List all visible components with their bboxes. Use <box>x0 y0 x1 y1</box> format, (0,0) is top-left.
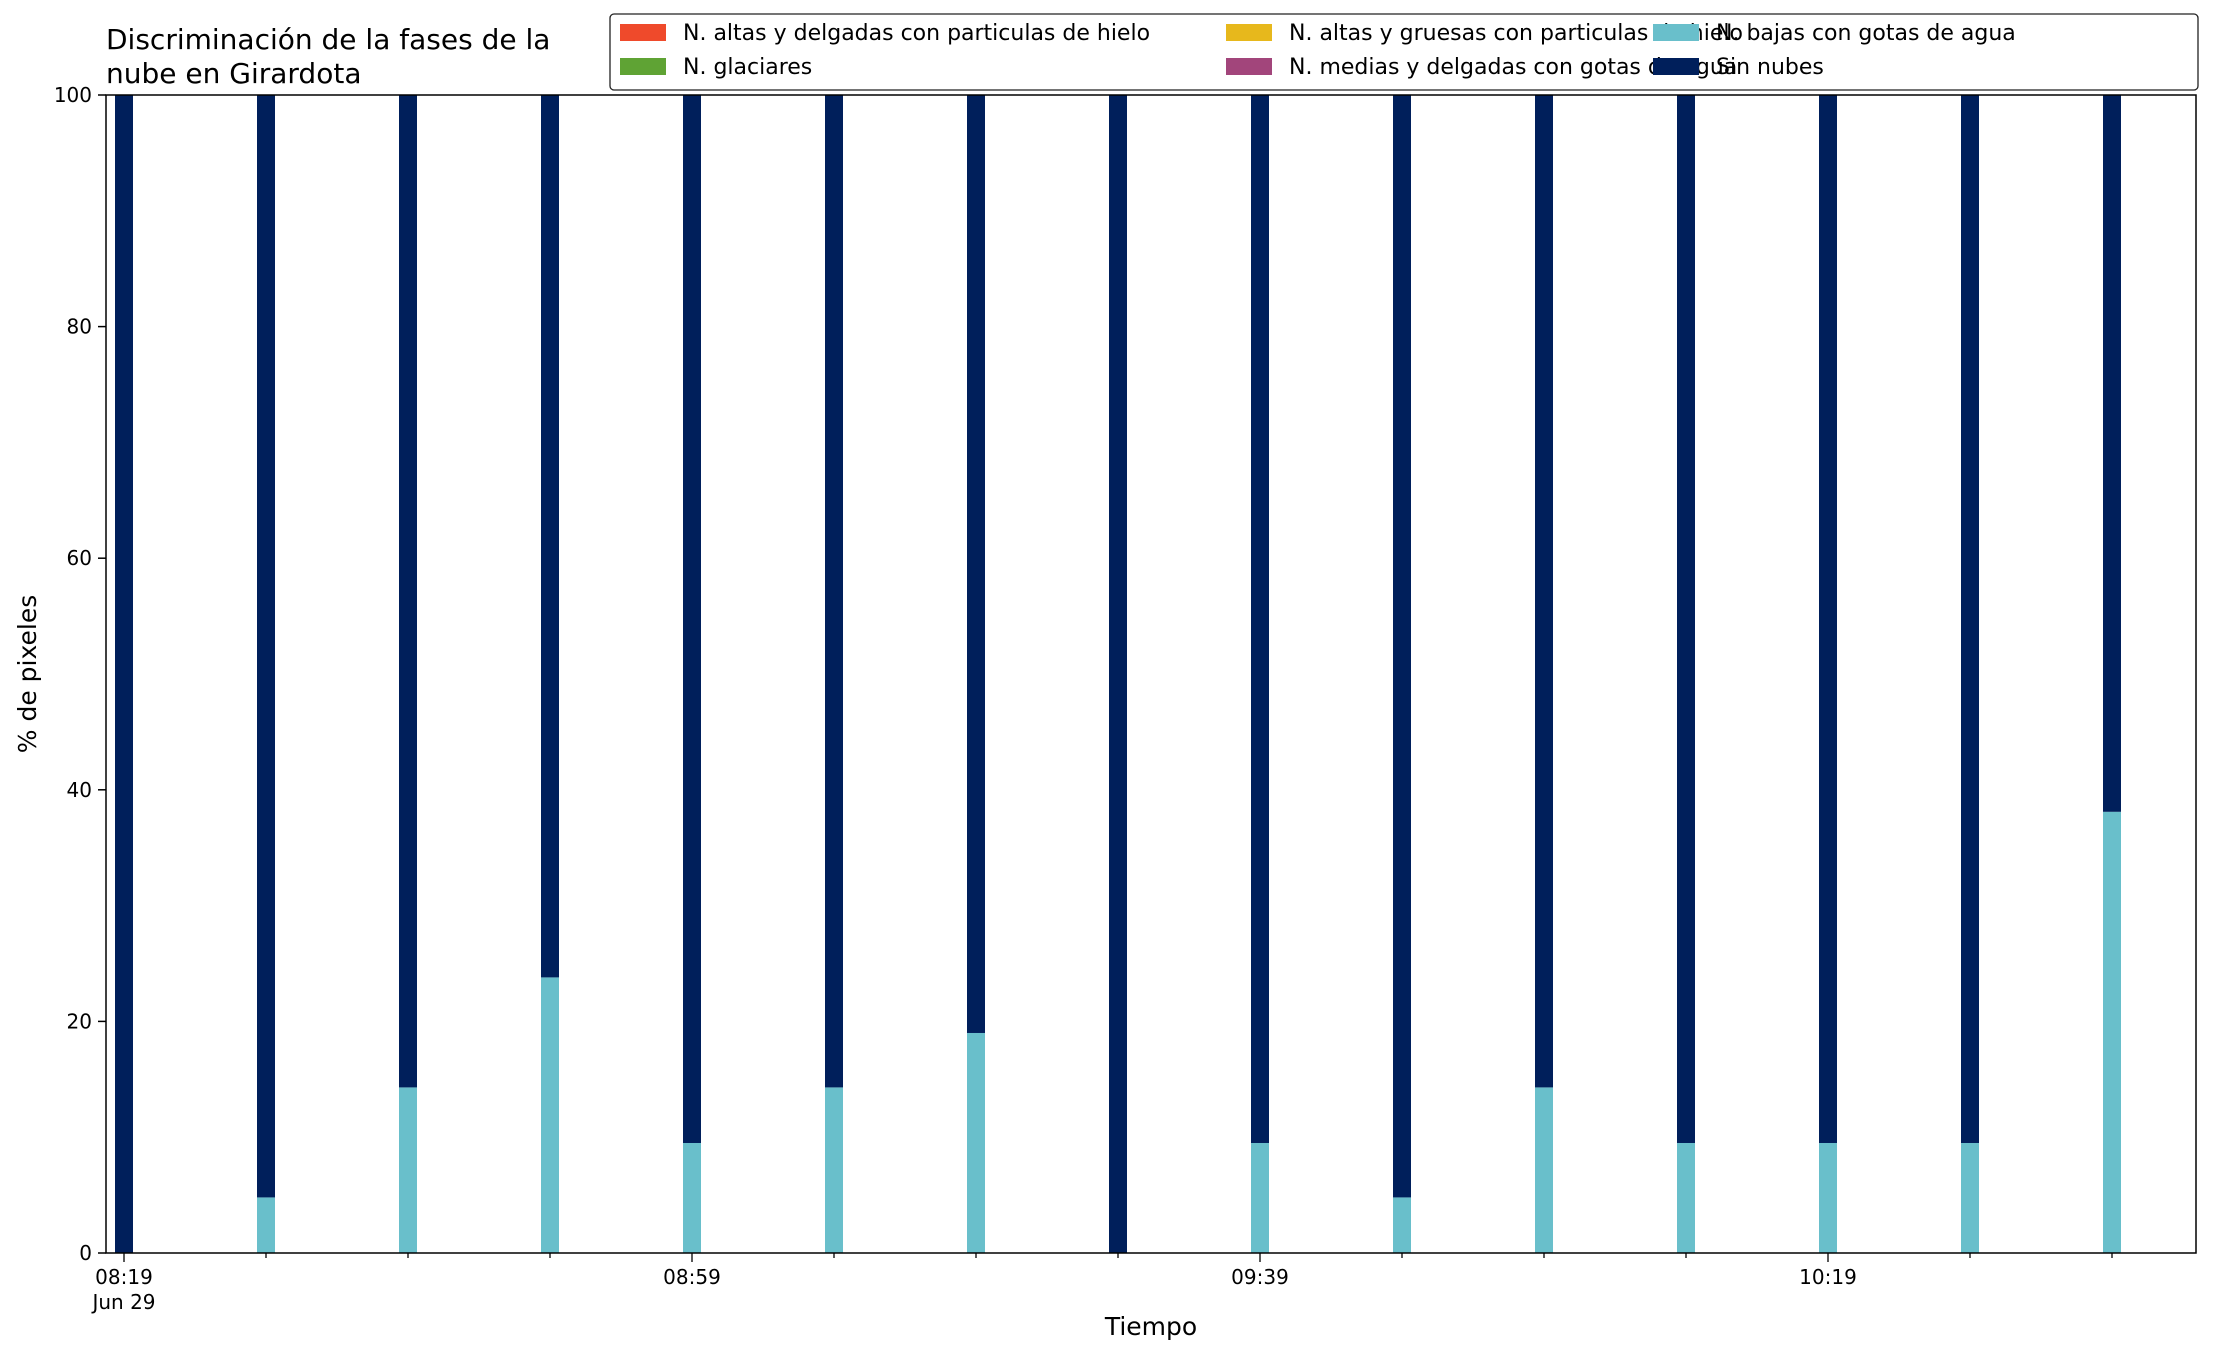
y-axis-label: % de pixeles <box>13 595 42 753</box>
chart-title: Discriminación de la fases de la nube en… <box>106 23 550 90</box>
x-axis-label: Tiempo <box>1104 1312 1197 1341</box>
legend-entry-label: N. glaciares <box>683 55 812 80</box>
bar-segment <box>1109 95 1127 1253</box>
bar-segment <box>2103 811 2121 1253</box>
bar-segment <box>115 95 133 1253</box>
y-tick-label: 60 <box>67 546 92 570</box>
bar-segment <box>399 95 417 1088</box>
bar-segment <box>257 95 275 1198</box>
y-tick-label: 40 <box>67 778 92 802</box>
bar-segment <box>1677 95 1695 1143</box>
bar-segment <box>1251 95 1269 1143</box>
x-tick-label: 10:19 <box>1799 1265 1857 1289</box>
plot-area-frame <box>105 94 2197 1254</box>
y-tick-label: 20 <box>67 1009 92 1033</box>
bar-segment <box>1677 1142 1695 1253</box>
bar-segment <box>2103 95 2121 812</box>
bar-segment <box>1535 1087 1553 1253</box>
y-axis: 0 20 40 60 80 100 <box>54 83 106 1265</box>
x-tick-label: 09:39 <box>1231 1265 1289 1289</box>
legend-swatch <box>1653 24 1699 41</box>
legend-swatch <box>1226 58 1272 75</box>
x-tick-label: 08:59 <box>663 1265 721 1289</box>
legend-entry-label: N. bajas con gotas de agua <box>1716 21 2016 46</box>
bar-segment <box>825 1087 843 1253</box>
bar-segment <box>1251 1142 1269 1253</box>
bar-segment <box>1393 95 1411 1198</box>
legend-swatch <box>1653 58 1699 75</box>
bar-segment <box>683 95 701 1143</box>
bars-layer <box>115 95 2121 1253</box>
bar-segment <box>825 95 843 1088</box>
y-tick-label: 80 <box>67 315 92 339</box>
bar-segment <box>399 1087 417 1253</box>
y-tick-label: 100 <box>54 83 92 107</box>
chart-title-line-2: nube en Girardota <box>106 57 361 90</box>
y-tick-label: 0 <box>79 1241 92 1265</box>
bar-segment <box>1961 1142 1979 1253</box>
legend-box <box>609 13 2199 91</box>
bar-segment <box>1393 1197 1411 1253</box>
legend-swatch <box>1226 24 1272 41</box>
bar-segment <box>967 1032 985 1253</box>
chart-title-line-1: Discriminación de la fases de la <box>106 23 550 56</box>
x-tick-label: 08:19 <box>95 1265 153 1289</box>
bar-segment <box>541 977 559 1253</box>
legend-swatch <box>620 24 666 41</box>
legend-entry-label: Sin nubes <box>1716 55 1824 80</box>
bar-segment <box>257 1197 275 1253</box>
bar-segment <box>1961 95 1979 1143</box>
bar-segment <box>1819 1142 1837 1253</box>
bar-segment <box>1535 95 1553 1088</box>
legend-swatch <box>620 58 666 75</box>
legend: N. altas y delgadas con particulas de hi… <box>609 13 2199 91</box>
x-date-label: Jun 29 <box>90 1290 155 1314</box>
bar-segment <box>541 95 559 978</box>
bar-segment <box>967 95 985 1033</box>
bar-segment <box>1819 95 1837 1143</box>
bar-segment <box>683 1142 701 1253</box>
legend-entry-label: N. altas y delgadas con particulas de hi… <box>683 21 1150 46</box>
